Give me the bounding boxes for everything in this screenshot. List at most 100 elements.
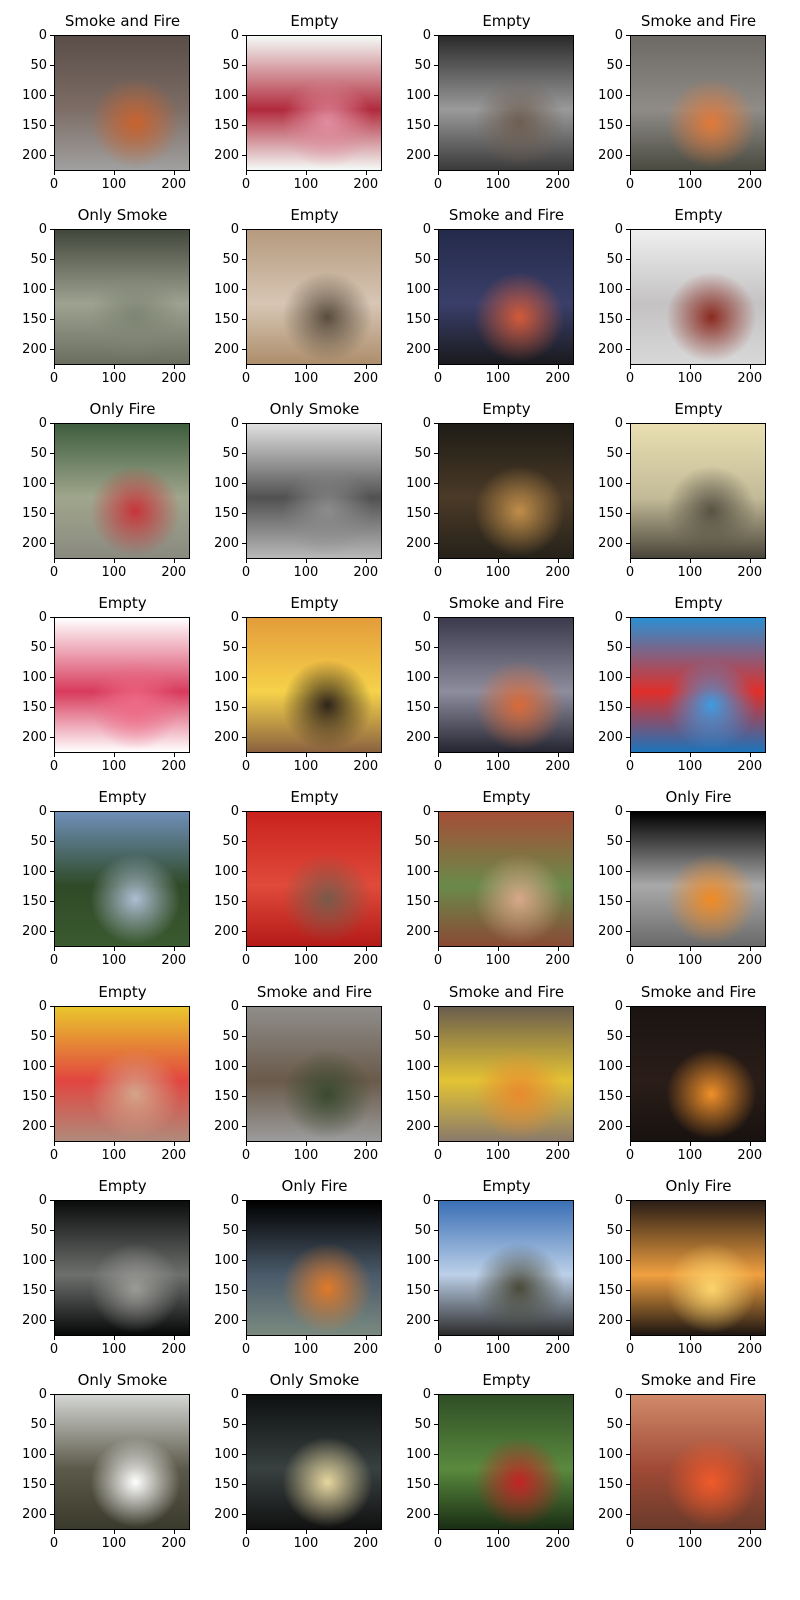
- image-panel: Empty 0 50 100 150 200 0 100 200: [192, 194, 382, 385]
- x-tick-label: 0: [241, 759, 251, 774]
- image-plot: [438, 1006, 574, 1142]
- y-tick-mark: [626, 676, 630, 678]
- x-tick-label: 0: [433, 1148, 443, 1163]
- panel-title: Empty: [98, 983, 147, 1001]
- y-tick-mark: [434, 318, 438, 320]
- y-tick-mark: [434, 94, 438, 96]
- x-tick-label: 100: [677, 177, 703, 192]
- y-tick-mark: [242, 900, 246, 902]
- y-tick-mark: [242, 318, 246, 320]
- y-tick-label: 200: [406, 341, 431, 357]
- image-plot: [438, 1394, 574, 1530]
- y-tick-mark: [242, 423, 246, 424]
- x-tick-mark: [497, 559, 499, 563]
- y-tick-label: 200: [22, 729, 47, 745]
- x-tick-label: 200: [161, 759, 187, 774]
- x-tick-mark: [438, 365, 439, 369]
- panel-title: Empty: [98, 788, 147, 806]
- photo-thumbnail: [631, 36, 765, 170]
- y-tick-mark: [434, 617, 438, 618]
- y-tick-mark: [50, 1006, 54, 1007]
- y-tick-mark: [50, 930, 54, 932]
- y-tick-mark: [50, 617, 54, 618]
- photo-thumbnail: [631, 424, 765, 558]
- y-tick-mark: [242, 1259, 246, 1261]
- x-tick-label: 200: [353, 1342, 379, 1357]
- x-tick-mark: [630, 947, 631, 951]
- x-tick-label: 200: [353, 565, 379, 580]
- y-tick-label: 150: [214, 1476, 239, 1492]
- y-tick-mark: [50, 1095, 54, 1097]
- y-tick-mark: [50, 706, 54, 708]
- y-tick-label: 50: [30, 57, 47, 73]
- x-tick-mark: [749, 1142, 751, 1146]
- photo-thumbnail: [439, 1007, 573, 1141]
- y-tick-mark: [434, 1095, 438, 1097]
- x-tick-mark: [749, 1530, 751, 1534]
- y-tick-label: 150: [406, 1088, 431, 1104]
- x-tick-mark: [365, 947, 367, 951]
- y-tick-mark: [242, 676, 246, 678]
- y-tick-label: 200: [214, 1506, 239, 1522]
- y-tick-label: 200: [22, 1312, 47, 1328]
- x-tick-label: 200: [161, 371, 187, 386]
- y-tick-mark: [50, 840, 54, 842]
- x-tick-mark: [438, 1530, 439, 1534]
- x-tick-mark: [689, 171, 691, 175]
- x-tick-label: 0: [433, 565, 443, 580]
- panel-title: Smoke and Fire: [256, 983, 373, 1001]
- image-panel: Empty 0 50 100 150 200 0 100 200: [0, 582, 190, 773]
- x-tick-label: 0: [625, 371, 635, 386]
- y-tick-mark: [434, 542, 438, 544]
- y-tick-mark: [626, 870, 630, 872]
- y-tick-label: 0: [230, 1387, 239, 1402]
- y-tick-mark: [50, 512, 54, 514]
- y-tick-mark: [242, 1200, 246, 1201]
- panel-title: Smoke and Fire: [448, 206, 565, 224]
- x-tick-mark: [305, 753, 307, 757]
- x-tick-label: 100: [293, 1342, 319, 1357]
- x-tick-mark: [113, 559, 115, 563]
- y-tick-label: 50: [222, 445, 239, 461]
- y-tick-mark: [626, 64, 630, 66]
- y-tick-mark: [242, 482, 246, 484]
- y-tick-mark: [626, 1394, 630, 1395]
- y-tick-mark: [626, 35, 630, 36]
- photo-thumbnail: [55, 424, 189, 558]
- y-tick-mark: [50, 64, 54, 66]
- y-tick-mark: [626, 840, 630, 842]
- image-panel: Empty 0 50 100 150 200 0 100 200: [0, 1165, 190, 1356]
- photo-thumbnail: [55, 1007, 189, 1141]
- y-tick-mark: [50, 229, 54, 230]
- y-tick-mark: [242, 1483, 246, 1485]
- y-tick-mark: [50, 1513, 54, 1515]
- y-tick-label: 100: [598, 475, 623, 491]
- y-tick-label: 50: [606, 251, 623, 267]
- y-tick-label: 150: [406, 311, 431, 327]
- y-tick-label: 200: [598, 1312, 623, 1328]
- image-plot: [438, 811, 574, 947]
- y-tick-label: 50: [30, 833, 47, 849]
- y-tick-mark: [242, 1453, 246, 1455]
- y-tick-label: 50: [222, 251, 239, 267]
- x-tick-mark: [113, 365, 115, 369]
- y-tick-mark: [242, 1513, 246, 1515]
- photo-thumbnail: [439, 1201, 573, 1335]
- x-tick-mark: [365, 1336, 367, 1340]
- y-tick-label: 50: [222, 639, 239, 655]
- y-tick-label: 100: [214, 87, 239, 103]
- x-tick-mark: [173, 171, 175, 175]
- y-tick-label: 0: [614, 1387, 623, 1402]
- y-tick-mark: [626, 930, 630, 932]
- x-tick-label: 0: [49, 371, 59, 386]
- image-plot: [630, 1394, 766, 1530]
- image-panel: Empty 0 50 100 150 200 0 100 200: [384, 776, 574, 967]
- y-tick-label: 100: [598, 281, 623, 297]
- y-tick-label: 200: [214, 1118, 239, 1134]
- x-tick-label: 100: [677, 1342, 703, 1357]
- y-tick-label: 100: [598, 1058, 623, 1074]
- y-tick-mark: [50, 124, 54, 126]
- y-tick-label: 150: [214, 1088, 239, 1104]
- image-panel: Smoke and Fire 0 50 100 150 200 0 100 200: [576, 971, 766, 1162]
- panel-title: Smoke and Fire: [640, 12, 757, 30]
